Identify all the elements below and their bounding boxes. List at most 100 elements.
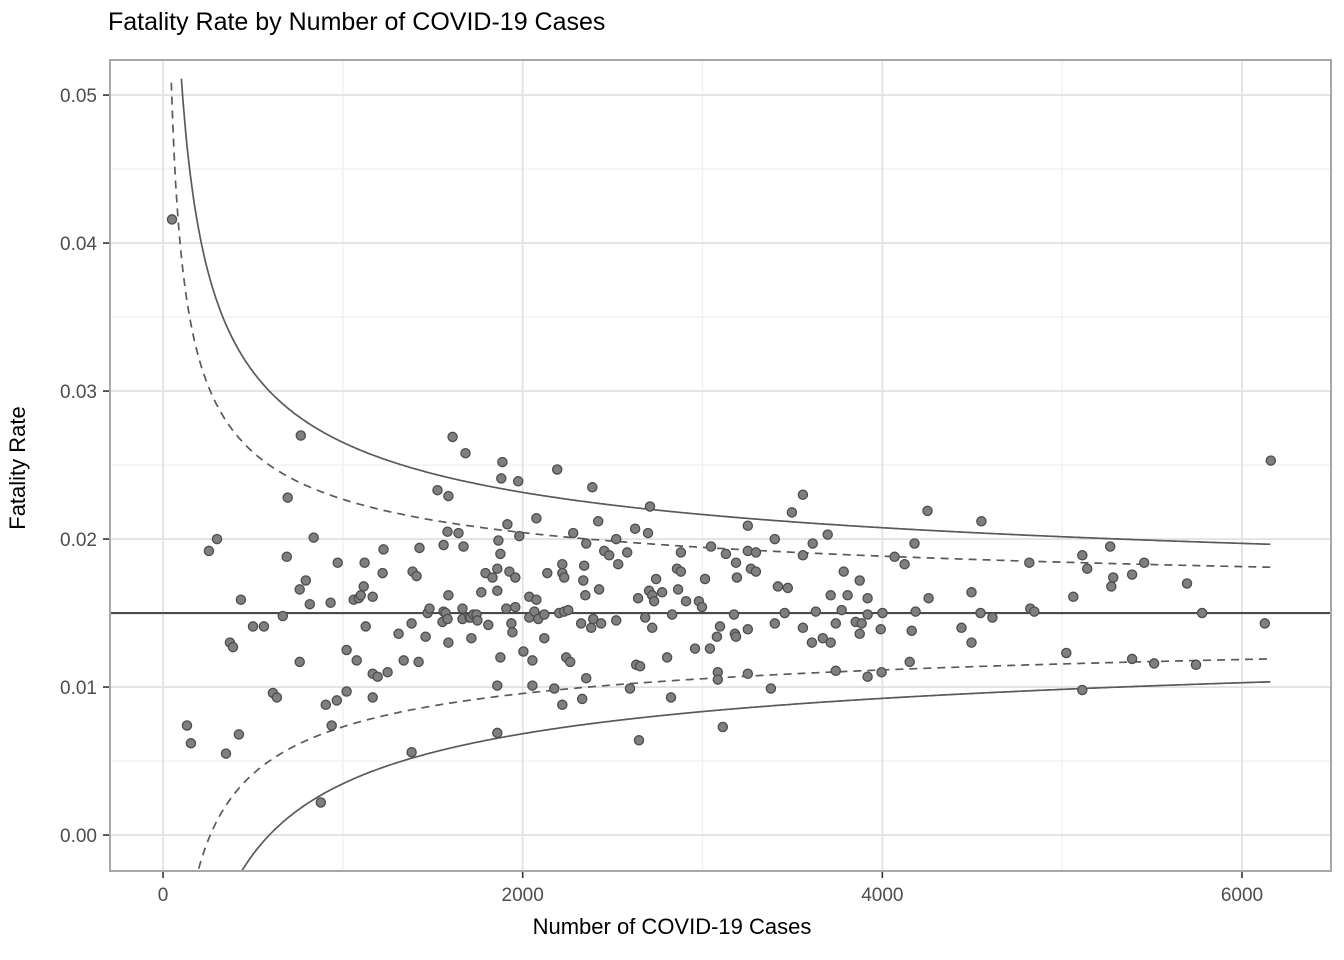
data-point xyxy=(906,625,917,637)
data-point xyxy=(910,606,921,617)
data-point xyxy=(295,430,307,441)
data-point xyxy=(806,637,818,648)
data-point xyxy=(680,595,692,607)
data-point xyxy=(378,544,389,555)
data-point xyxy=(341,644,352,656)
data-point xyxy=(1077,550,1088,561)
data-point xyxy=(294,656,305,668)
data-point xyxy=(510,572,521,583)
chart-title: Fatality Rate by Number of COVID-19 Case… xyxy=(108,8,606,36)
data-point xyxy=(769,533,781,545)
data-point xyxy=(742,520,754,531)
data-point xyxy=(592,516,604,527)
data-point xyxy=(1107,572,1119,583)
data-point xyxy=(782,582,794,594)
data-point xyxy=(493,535,504,546)
data-point xyxy=(720,548,732,560)
data-point xyxy=(411,570,422,582)
data-point xyxy=(326,720,337,731)
data-point xyxy=(531,513,542,524)
data-point xyxy=(483,619,494,631)
data-point xyxy=(1138,557,1150,568)
data-point xyxy=(457,603,468,614)
data-point xyxy=(181,720,193,731)
data-point xyxy=(717,721,729,733)
data-point xyxy=(987,612,998,623)
data-point xyxy=(438,539,449,551)
data-point xyxy=(539,609,550,620)
funnel-dashed-lower xyxy=(197,658,1271,869)
data-point xyxy=(923,592,934,604)
data-point xyxy=(797,622,809,634)
data-point xyxy=(675,547,687,558)
data-point xyxy=(696,601,708,613)
data-point xyxy=(277,610,289,622)
data-point xyxy=(549,683,560,694)
data-point xyxy=(492,727,503,739)
data-point xyxy=(281,551,293,563)
data-point xyxy=(203,545,215,557)
data-point xyxy=(975,607,986,619)
data-point xyxy=(531,594,542,605)
data-point xyxy=(315,797,327,808)
data-point xyxy=(580,672,592,684)
data-point xyxy=(413,656,424,668)
data-point xyxy=(672,584,684,595)
data-point xyxy=(822,529,833,540)
data-point xyxy=(904,656,915,668)
data-point xyxy=(966,587,977,598)
data-point xyxy=(472,615,483,626)
data-point xyxy=(810,606,822,617)
data-point xyxy=(495,548,506,560)
data-point xyxy=(476,587,487,598)
data-point xyxy=(414,542,425,554)
data-point xyxy=(731,572,743,583)
funnel-solid-lower xyxy=(241,680,1271,872)
data-point xyxy=(825,590,836,601)
data-point xyxy=(854,628,865,640)
data-point xyxy=(593,584,605,595)
data-point xyxy=(1259,618,1271,629)
data-point xyxy=(360,621,371,632)
data-point xyxy=(765,683,777,694)
data-point xyxy=(393,628,404,640)
data-point xyxy=(675,566,687,577)
data-point xyxy=(580,538,592,549)
data-point xyxy=(976,516,987,527)
data-point xyxy=(562,604,574,616)
data-point xyxy=(633,735,645,746)
y-axis-title: Fatality Rate xyxy=(5,406,30,530)
data-point xyxy=(772,581,784,592)
data-point xyxy=(527,655,538,666)
data-point xyxy=(714,621,726,632)
data-point xyxy=(807,538,818,549)
data-point xyxy=(889,551,900,563)
data-point xyxy=(825,637,836,648)
x-tick-label: 6000 xyxy=(1221,885,1263,906)
data-point xyxy=(358,581,369,592)
data-point xyxy=(518,646,529,657)
data-point xyxy=(567,527,579,539)
x-tick-label: 0 xyxy=(158,885,169,906)
data-point xyxy=(487,572,498,583)
data-point xyxy=(492,563,503,574)
data-point xyxy=(956,622,967,634)
data-point xyxy=(862,609,873,620)
data-point xyxy=(842,590,853,601)
data-point xyxy=(862,671,873,682)
data-point xyxy=(320,699,332,711)
data-point xyxy=(351,655,362,666)
data-point xyxy=(247,621,259,632)
data-point xyxy=(424,603,435,614)
data-point xyxy=(527,680,538,691)
data-point xyxy=(406,618,417,629)
data-point xyxy=(650,573,662,585)
data-point xyxy=(443,590,454,601)
y-tick-label: 0.01 xyxy=(60,678,97,699)
data-point xyxy=(580,590,591,601)
data-point xyxy=(575,618,587,629)
data-point xyxy=(612,558,624,570)
data-point xyxy=(495,652,506,663)
